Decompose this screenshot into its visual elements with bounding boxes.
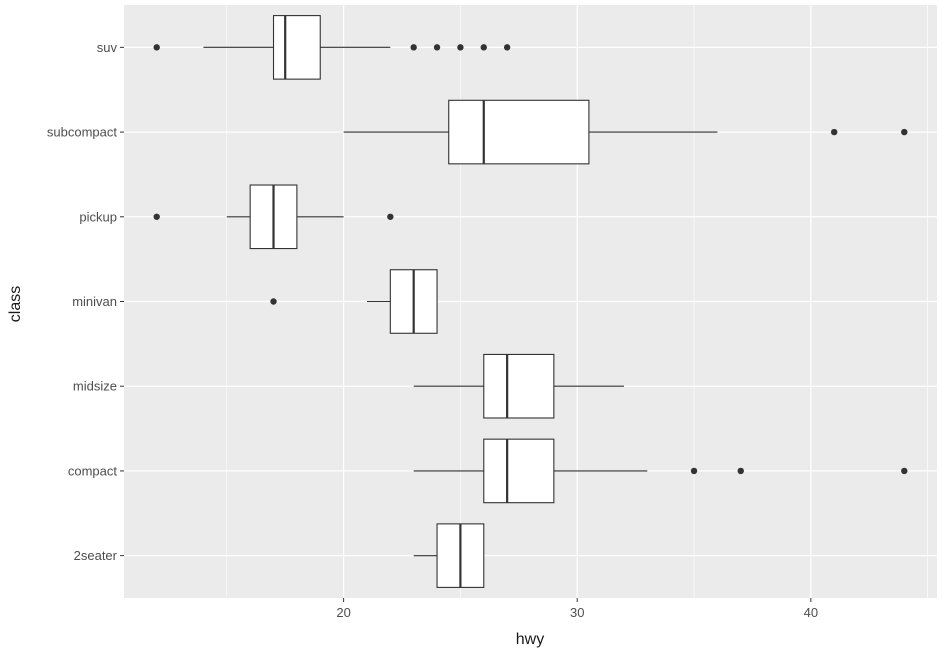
iqr-box (483, 353, 555, 419)
outlier-point (480, 44, 487, 51)
y-tick-label: suv (97, 40, 118, 55)
outlier-point (503, 44, 511, 51)
outlier-point (737, 467, 744, 475)
outlier-point (387, 213, 394, 220)
y-tick-label: 2seater (74, 548, 118, 563)
y-axis: 2seater compact midsize minivan pickup subcom… (47, 40, 124, 563)
y-tick-label: minivan (72, 294, 117, 309)
outlier-point (410, 44, 417, 51)
iqr-box (272, 15, 321, 80)
outlier-point (901, 128, 908, 136)
iqr-box (448, 99, 590, 165)
y-tick-label: midsize (73, 379, 117, 394)
outlier-point (457, 44, 464, 51)
x-tick-label: 30 (570, 605, 584, 620)
outlier-point (153, 213, 160, 220)
box-suv (153, 15, 511, 80)
outlier-point (433, 44, 441, 51)
y-tick-label: pickup (79, 209, 117, 224)
x-tick-label: 20 (336, 605, 350, 620)
outlier-point (690, 467, 698, 475)
box-subcompact (343, 99, 908, 165)
y-tick-label: subcompact (47, 125, 117, 140)
box-minivan (270, 269, 438, 334)
box-series (153, 15, 908, 588)
box-midsize (413, 353, 624, 419)
outlier-point (270, 298, 277, 305)
outlier-point (901, 467, 908, 475)
box-compact (413, 438, 908, 504)
outlier-point (831, 128, 838, 136)
outlier-point (153, 44, 160, 51)
box-2seater (413, 523, 485, 588)
y-axis-title: class (7, 286, 24, 322)
box-pickup (153, 184, 394, 250)
x-tick-label: 40 (804, 605, 818, 620)
iqr-box (483, 438, 555, 504)
y-tick-label: compact (68, 463, 118, 478)
x-axis-title: hwy (516, 631, 544, 648)
x-axis: 20 30 40 (336, 598, 818, 620)
